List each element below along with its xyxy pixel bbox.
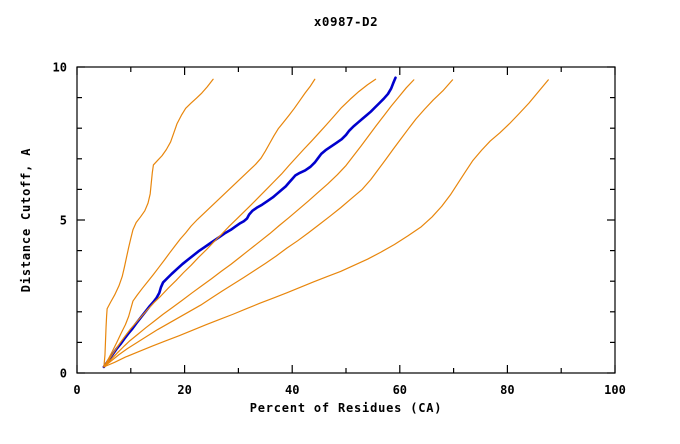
curve-comparison-4 [103, 79, 415, 368]
x-axis-label: Percent of Residues (CA) [250, 401, 443, 415]
axes: 0 20 40 60 80 100 0 5 10 [53, 61, 626, 398]
y-axis-label: Distance Cutoff, A [19, 148, 33, 292]
data-curves [102, 76, 549, 369]
chart-title: x0987-D2 [314, 14, 378, 29]
y-tick-label: 10 [53, 61, 67, 75]
x-tick-label: 0 [73, 383, 80, 397]
x-tick-label: 40 [285, 383, 299, 397]
curve-comparison-5 [103, 79, 454, 368]
curve-comparison-1 [103, 78, 214, 368]
x-tick-label: 100 [604, 383, 626, 397]
x-tick-label: 80 [500, 383, 514, 397]
y-tick-label: 0 [60, 367, 67, 381]
plot-frame [76, 66, 616, 374]
curve-comparison-6 [103, 79, 549, 368]
curve-comparison-2 [103, 78, 316, 368]
x-tick-label: 60 [393, 383, 407, 397]
y-tick-label: 5 [60, 214, 67, 228]
curve-comparison-3 [103, 78, 377, 368]
x-tick-label: 20 [177, 383, 191, 397]
